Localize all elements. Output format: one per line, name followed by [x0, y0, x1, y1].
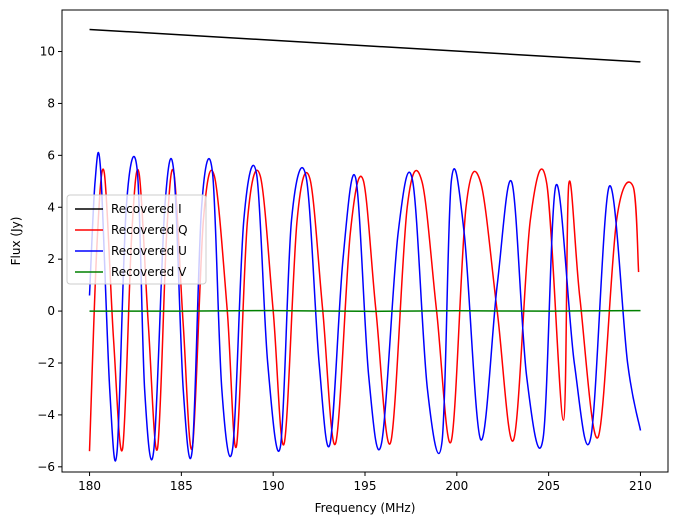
- series-line-recovered-v: [89, 309, 641, 313]
- x-tick-label: 190: [262, 479, 285, 493]
- legend-box: [66, 194, 207, 285]
- series-line-recovered-q: [88, 168, 640, 452]
- y-tick-label: −6: [37, 460, 55, 474]
- x-axis-label: Frequency (MHz): [315, 501, 416, 515]
- series-line-recovered-i: [89, 28, 641, 63]
- y-tick-label: 10: [40, 45, 55, 59]
- x-tick-label: 205: [537, 479, 560, 493]
- plot-frame: [61, 9, 669, 473]
- legend-label-recovered-u: Recovered U: [111, 244, 187, 258]
- x-tick-label: 210: [629, 479, 652, 493]
- y-tick-label: 0: [47, 304, 55, 318]
- plot-area: [88, 28, 642, 462]
- legend-label-recovered-i: Recovered I: [111, 202, 182, 216]
- y-tick-label: 6: [47, 148, 55, 162]
- x-tick-label: 185: [170, 479, 193, 493]
- legend-label-recovered-v: Recovered V: [111, 265, 187, 279]
- y-tick-label: 2: [47, 252, 55, 266]
- x-tick-label: 180: [78, 479, 101, 493]
- y-tick-label: −2: [37, 356, 55, 370]
- y-tick-label: 4: [47, 200, 55, 214]
- legend-label-recovered-q: Recovered Q: [111, 223, 188, 237]
- x-tick-label: 195: [354, 479, 377, 493]
- ticks: 180 185 190 195 200 205 210 −6 −4 −2 0 2 4 6 8 10: [37, 45, 652, 493]
- series-line-recovered-u: [88, 151, 642, 462]
- y-tick-label: 8: [47, 96, 55, 110]
- y-tick-label: −4: [37, 408, 55, 422]
- x-tick-label: 200: [445, 479, 468, 493]
- legend: Recovered I Recovered Q Recovered U Recover…: [66, 194, 207, 285]
- y-axis-label: Flux (Jy): [9, 217, 23, 266]
